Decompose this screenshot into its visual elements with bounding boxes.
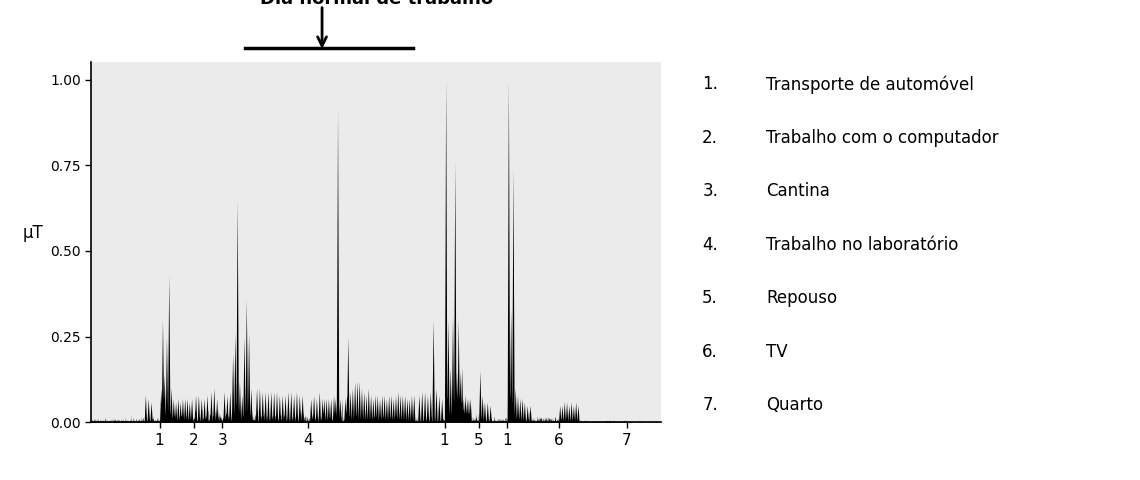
Text: Trabalho com o computador: Trabalho com o computador — [766, 129, 999, 147]
Text: Cantina: Cantina — [766, 182, 830, 200]
Text: 6.: 6. — [702, 343, 718, 361]
Text: 7.: 7. — [702, 396, 718, 414]
Text: Trabalho no laboratório: Trabalho no laboratório — [766, 236, 959, 254]
Text: 4.: 4. — [702, 236, 718, 254]
Text: 2.: 2. — [702, 129, 718, 147]
Y-axis label: μT: μT — [23, 225, 43, 242]
Title: Dia normal de trabalho: Dia normal de trabalho — [260, 0, 492, 8]
Text: 5.: 5. — [702, 289, 718, 307]
Text: TV: TV — [766, 343, 788, 361]
Text: Repouso: Repouso — [766, 289, 837, 307]
Text: 3.: 3. — [702, 182, 718, 200]
Text: Quarto: Quarto — [766, 396, 823, 414]
Text: 1.: 1. — [702, 75, 718, 93]
Text: Transporte de automóvel: Transporte de automóvel — [766, 75, 974, 94]
